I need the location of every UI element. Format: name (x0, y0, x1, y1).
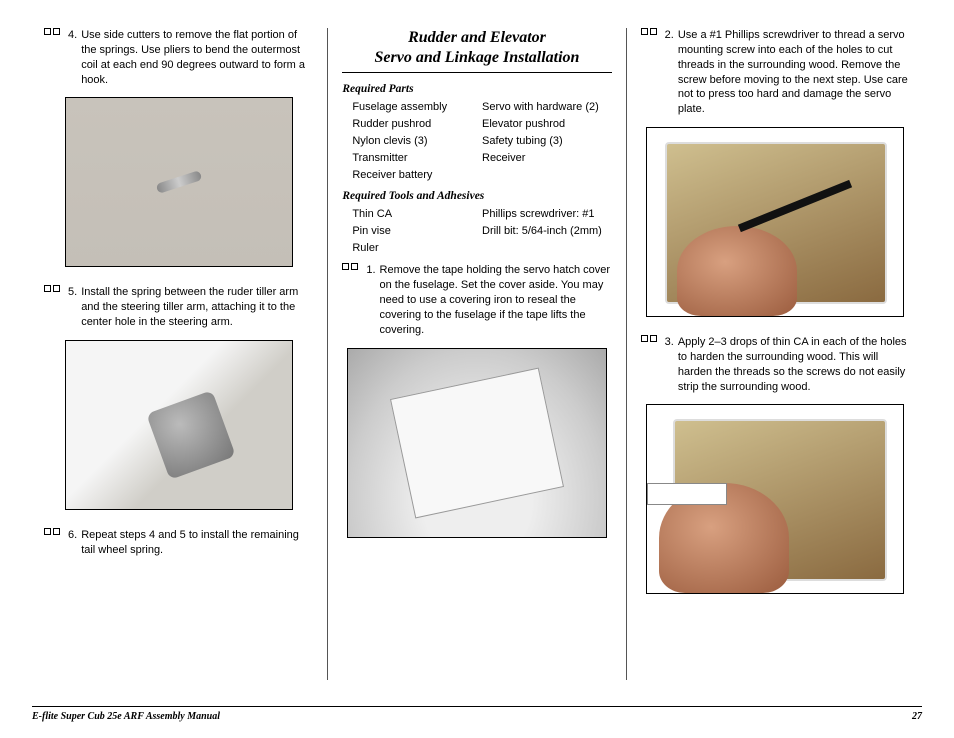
part-item: Transmitter (352, 150, 482, 167)
step-text: Use side cutters to remove the flat port… (81, 28, 313, 87)
photo-servo-hatch (347, 348, 607, 538)
step-number: 6. (68, 528, 77, 558)
step-checkboxes (641, 28, 657, 117)
photo-apply-ca (646, 404, 904, 594)
photo-spring (65, 97, 293, 267)
part-item: Nylon clevis (3) (352, 133, 482, 150)
tools-right-col: Phillips screwdriver: #1 Drill bit: 5/64… (482, 206, 612, 257)
required-parts-heading: Required Parts (342, 83, 611, 95)
step-text: Install the spring between the ruder til… (81, 285, 313, 330)
tool-item: Thin CA (352, 206, 482, 223)
step-3: 3. Apply 2–3 drops of thin CA in each of… (641, 335, 910, 394)
required-tools-table: Thin CA Pin vise Ruler Phillips screwdri… (342, 206, 611, 257)
step-checkboxes (44, 28, 60, 87)
parts-right-col: Servo with hardware (2) Elevator pushrod… (482, 99, 612, 184)
step-4: 4. Use side cutters to remove the flat p… (44, 28, 313, 87)
part-item: Receiver (482, 150, 612, 167)
tools-left-col: Thin CA Pin vise Ruler (352, 206, 482, 257)
tool-item: Phillips screwdriver: #1 (482, 206, 612, 223)
part-item: Receiver battery (352, 167, 482, 184)
column-2: Rudder and Elevator Servo and Linkage In… (330, 28, 623, 680)
part-item: Servo with hardware (2) (482, 99, 612, 116)
step-6: 6. Repeat steps 4 and 5 to install the r… (44, 528, 313, 558)
section-title: Rudder and Elevator Servo and Linkage In… (342, 28, 611, 73)
tool-item: Drill bit: 5/64-inch (2mm) (482, 223, 612, 240)
step-number: 2. (665, 28, 674, 117)
step-text: Remove the tape holding the servo hatch … (380, 263, 612, 337)
step-number: 5. (68, 285, 77, 330)
section-title-line1: Rudder and Elevator (408, 29, 546, 46)
section-title-line2: Servo and Linkage Installation (375, 49, 580, 66)
step-text: Apply 2–3 drops of thin CA in each of th… (678, 335, 910, 394)
part-item: Fuselage assembly (352, 99, 482, 116)
step-checkboxes (44, 285, 60, 330)
part-item: Elevator pushrod (482, 116, 612, 133)
page-columns: 4. Use side cutters to remove the flat p… (32, 28, 922, 680)
step-5: 5. Install the spring between the ruder … (44, 285, 313, 330)
footer-manual-title: E-flite Super Cub 25e ARF Assembly Manua… (32, 711, 220, 722)
tool-item: Ruler (352, 240, 482, 257)
step-1: 1. Remove the tape holding the servo hat… (342, 263, 611, 337)
step-text: Use a #1 Phillips screwdriver to thread … (678, 28, 910, 117)
photo-screwdriver-threads (646, 127, 904, 317)
column-divider (327, 28, 328, 680)
step-2: 2. Use a #1 Phillips screwdriver to thre… (641, 28, 910, 117)
footer-page-number: 27 (912, 711, 922, 722)
page-footer: E-flite Super Cub 25e ARF Assembly Manua… (32, 706, 922, 722)
step-number: 3. (665, 335, 674, 394)
step-checkboxes (342, 263, 358, 337)
step-checkboxes (44, 528, 60, 558)
step-number: 4. (68, 28, 77, 87)
required-tools-heading: Required Tools and Adhesives (342, 190, 611, 202)
parts-left-col: Fuselage assembly Rudder pushrod Nylon c… (352, 99, 482, 184)
step-number: 1. (366, 263, 375, 337)
column-divider (626, 28, 627, 680)
column-3: 2. Use a #1 Phillips screwdriver to thre… (629, 28, 922, 680)
tool-item: Pin vise (352, 223, 482, 240)
column-1: 4. Use side cutters to remove the flat p… (32, 28, 325, 680)
photo-steering-arm (65, 340, 293, 510)
step-text: Repeat steps 4 and 5 to install the rema… (81, 528, 313, 558)
step-checkboxes (641, 335, 657, 394)
part-item: Rudder pushrod (352, 116, 482, 133)
required-parts-table: Fuselage assembly Rudder pushrod Nylon c… (342, 99, 611, 184)
part-item: Safety tubing (3) (482, 133, 612, 150)
